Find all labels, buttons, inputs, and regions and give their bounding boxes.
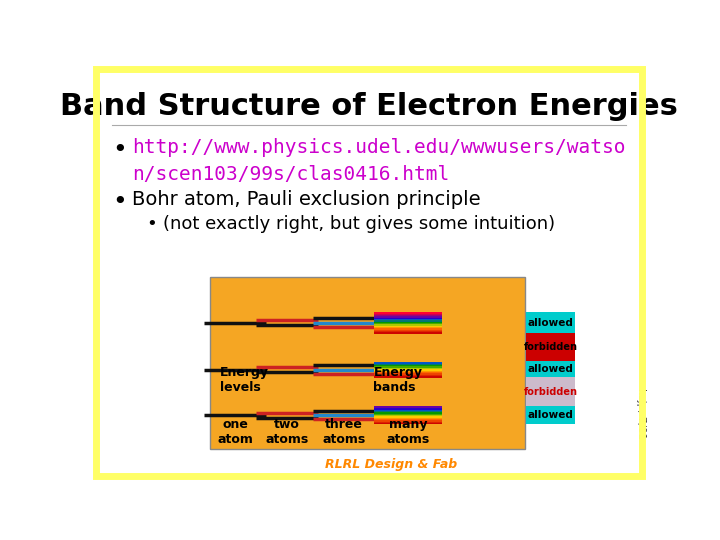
Text: Bohr atom, Pauli exclusion principle: Bohr atom, Pauli exclusion principle: [132, 191, 480, 210]
Text: two
atoms: two atoms: [266, 418, 309, 446]
Text: RLRL Design & Fab: RLRL Design & Fab: [325, 458, 457, 471]
Text: Energy
bands: Energy bands: [374, 366, 423, 394]
Text: •: •: [112, 191, 127, 214]
Text: http://www.physics.udel.edu/wwwusers/watso: http://www.physics.udel.edu/wwwusers/wat…: [132, 138, 626, 157]
Text: •: •: [112, 138, 127, 161]
Text: •: •: [145, 215, 156, 233]
Text: (not exactly right, but gives some intuition): (not exactly right, but gives some intui…: [163, 215, 554, 233]
Text: n/scen103/99s/clas0416.html: n/scen103/99s/clas0416.html: [132, 165, 449, 185]
Text: many
atoms: many atoms: [387, 418, 430, 446]
Bar: [526, 361, 575, 377]
Text: Band Structure of Electron Energies: Band Structure of Electron Energies: [60, 92, 678, 121]
Text: ksjp, 7/01: ksjp, 7/01: [636, 388, 647, 439]
Text: forbidden: forbidden: [524, 387, 578, 396]
Bar: [526, 406, 575, 424]
Text: forbidden: forbidden: [524, 342, 578, 352]
Bar: [210, 277, 526, 449]
Bar: [526, 333, 575, 361]
Text: allowed: allowed: [528, 410, 574, 420]
Text: one
atom: one atom: [217, 418, 253, 446]
Text: Energy
levels: Energy levels: [220, 366, 269, 394]
Text: allowed: allowed: [528, 318, 574, 328]
Bar: [526, 377, 575, 406]
Text: allowed: allowed: [528, 364, 574, 374]
Text: three
atoms: three atoms: [323, 418, 366, 446]
Bar: [526, 312, 575, 333]
